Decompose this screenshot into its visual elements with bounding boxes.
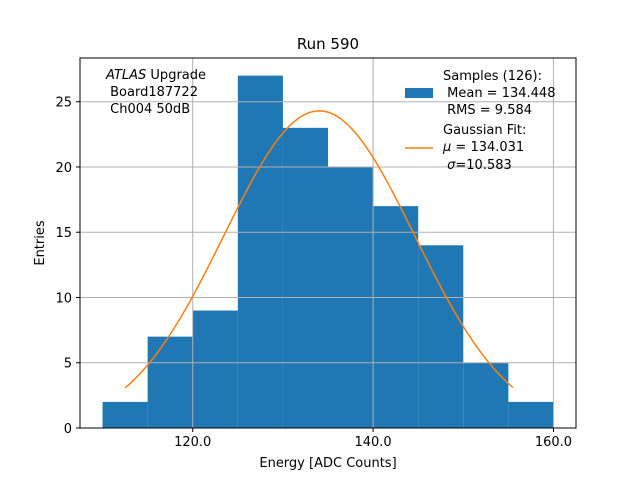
legend-samples-title: Samples (126): [443, 69, 542, 84]
chart-title: Run 590 [297, 35, 359, 53]
annotation-line-3: Ch004 50dB [106, 102, 190, 117]
legend-bar-swatch [405, 88, 433, 98]
y-axis-label: Entries [33, 220, 48, 266]
legend-fit-title: Gaussian Fit: [443, 123, 526, 138]
histogram-bar [418, 245, 464, 428]
gaussian-fit-curve [124, 110, 514, 389]
legend-fit-sigma: σ=10.583 [443, 158, 512, 173]
histogram-bar [463, 362, 509, 428]
x-axis-label: Energy [ADC Counts] [259, 456, 396, 471]
atlas-label: ATLAS [105, 68, 146, 83]
y-tick-label: 0 [64, 422, 72, 437]
histogram-bar [373, 206, 419, 428]
histogram-bar [192, 310, 238, 428]
atlas-annotation: ATLAS Upgrade [105, 68, 206, 83]
histogram-bar [282, 127, 328, 428]
y-tick-label: 5 [64, 357, 72, 372]
y-tick-label: 10 [55, 291, 72, 306]
histogram-bar [147, 336, 193, 428]
histogram-bar [237, 75, 283, 428]
legend-fit-mu: μ = 134.031 [442, 140, 524, 155]
plot-frame [79, 57, 577, 429]
y-tick-label: 20 [55, 161, 72, 176]
histogram-bar [508, 401, 554, 428]
legend-samples-rms: RMS = 9.584 [443, 103, 532, 118]
histogram-bar [102, 401, 148, 428]
y-tick-label: 25 [55, 96, 72, 111]
y-tick-label: 15 [55, 226, 72, 241]
x-tick-label: 160.0 [535, 435, 572, 450]
x-tick-label: 140.0 [354, 435, 391, 450]
legend-samples-mean: Mean = 134.448 [443, 86, 555, 101]
annotation-line-1: Upgrade [150, 68, 206, 83]
legend-fit-sigma-value: =10.583 [455, 158, 511, 173]
legend-fit-mu-value: = 134.031 [451, 140, 524, 155]
annotation-line-2: Board187722 [106, 85, 198, 100]
x-tick-label: 120.0 [174, 435, 211, 450]
